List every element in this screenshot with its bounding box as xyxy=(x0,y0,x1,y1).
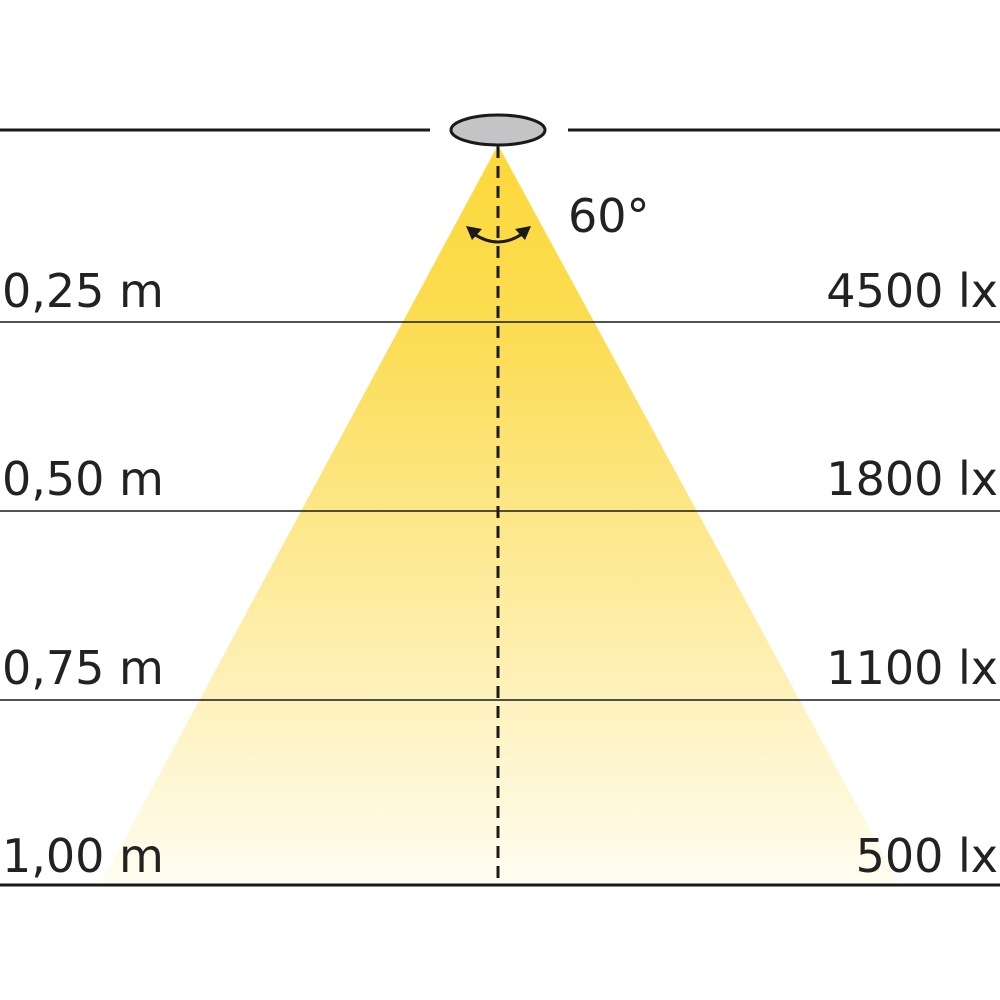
distance-label: 0,75 m xyxy=(2,641,164,695)
illuminance-label: 1800 lx xyxy=(826,452,998,506)
distance-label: 0,50 m xyxy=(2,452,164,506)
beam-angle-label: 60° xyxy=(568,189,650,243)
light-beam-cone xyxy=(100,145,900,885)
illuminance-label: 4500 lx xyxy=(826,264,998,318)
distance-label: 0,25 m xyxy=(2,264,164,318)
luminaire-fixture xyxy=(449,113,547,147)
illuminance-label: 500 lx xyxy=(856,829,998,883)
illuminance-label: 1100 lx xyxy=(826,641,998,695)
beam-angle-arrow-icon xyxy=(466,226,531,244)
distance-label: 1,00 m xyxy=(2,829,164,883)
